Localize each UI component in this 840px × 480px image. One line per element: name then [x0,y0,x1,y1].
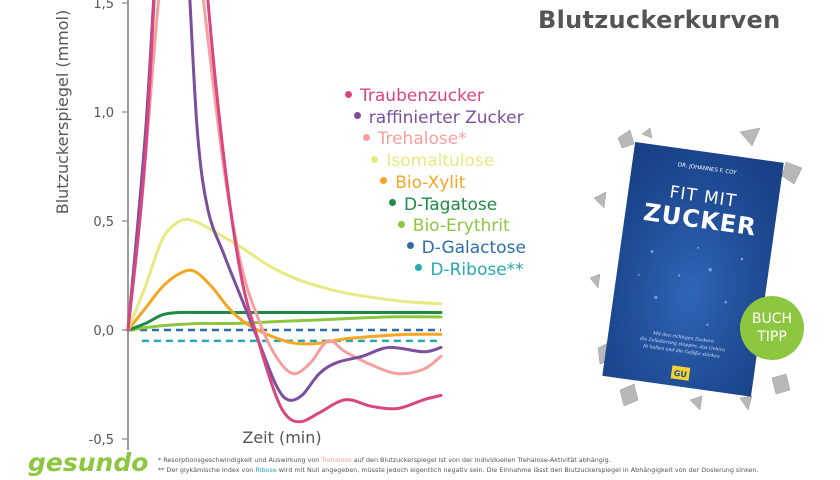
legend-dot [397,220,405,228]
y-tick-label: -0,5 [89,433,114,448]
sparkle-decoration [637,246,744,327]
y-tick-label: 0,5 [93,215,114,230]
legend-label: raffinierter Zucker [368,107,524,128]
legend-item-bio-erythrit: Bio-Erythrit [397,216,510,237]
legend-label: Bio-Erythrit [412,216,510,237]
page-title: Blutzuckerkurven [538,6,781,34]
legend-item-traubenzucker: Traubenzucker [345,86,484,106]
legend-dot [380,177,388,185]
footnote-highlight-trehalose: Trehalose [321,456,352,464]
legend-label: D-Ribose** [430,259,524,280]
book-cover-image: DR. JOHANNES F. COY FIT MIT ZUCKER Mit d… [590,128,805,411]
book-cover: DR. JOHANNES F. COY FIT MIT ZUCKER Mit d… [602,142,784,397]
legend-item-bio-xylit: Bio-Xylit [380,173,465,193]
legend-item-isomaltulose: Isomaltulose [371,151,494,171]
shard-decoration [590,128,805,411]
legend-item-raffinierter-zucker: raffinierter Zucker [353,107,524,128]
y-tick-label: 0,0 [93,324,114,339]
publisher-logo [670,365,691,381]
y-axis-title: Blutzuckerspiegel (mmol) [53,10,72,215]
legend-dot [389,199,396,206]
legend-dot [345,90,352,98]
footnote-ribose: ** Der glykämische Index von Ribose wird… [158,465,838,475]
footnote-text: ** Der glykämische Index von [158,466,256,474]
series-line-isomaltulose [126,217,443,332]
series-line-bio-xylit [126,268,443,346]
legend-dot [406,242,414,250]
legend-label: D-Tagatose [404,194,498,215]
gesundo-logo: gesundo [28,448,149,477]
legend-dot [362,133,370,141]
footnote-highlight-ribose: Ribose [255,466,277,474]
chart-axis-labels: 2,52,01,51,00,50,0-0,5090180Zeit (min)Bl… [53,0,322,448]
x-axis-title: Zeit (min) [242,428,321,447]
series-line-traubenzucker [126,0,443,424]
badge-line2: TIPP [756,329,787,345]
legend-item-trehalose: Trehalose* [362,129,467,150]
blood-sugar-chart: 2,52,01,51,00,50,0-0,5090180Zeit (min)Bl… [53,0,454,450]
series-line-d-tagatose [126,310,443,332]
legend-dot [353,112,361,120]
footnote-text: * Resorptionsgeschwindigkeit und Auswirk… [158,456,322,464]
legend-item-d-ribose: D-Ribose** [415,259,524,280]
legend-label: Traubenzucker [360,86,484,106]
series-line-raffinierter-zucker [126,0,443,402]
badge-line1: BUCH [752,311,792,327]
series-line-trehalose [126,0,443,376]
legend-label: Isomaltulose [386,151,495,172]
series-line-bio-erythrit [126,315,443,332]
chart-series [126,0,443,424]
legend-label: Bio-Xylit [395,172,466,193]
footnote-trehalose: * Resorptionsgeschwindigkeit und Auswirk… [158,455,838,465]
legend-item-d-tagatose: D-Tagatose [389,195,497,215]
footnote-text: auf den Blutzuckerspiegel ist von der in… [351,456,611,464]
legend-dot [371,155,379,163]
footer-notes: * Resorptionsgeschwindigkeit und Auswirk… [158,455,838,475]
y-tick-label: 1,0 [93,106,114,121]
legend-item-d-galactose: D-Galactose [406,237,526,258]
legend-dot [415,264,423,272]
book-tip-badge: BUCH TIPP [740,296,804,360]
publisher-logo-text: GU [673,369,687,380]
y-tick-label: 1,5 [93,0,114,12]
legend-label: D-Galactose [421,237,526,258]
legend-label: Trehalose* [377,129,467,150]
chart-axes [122,0,454,450]
footnote-text: wird mit Null angegeben, müsste jedoch e… [276,466,759,474]
